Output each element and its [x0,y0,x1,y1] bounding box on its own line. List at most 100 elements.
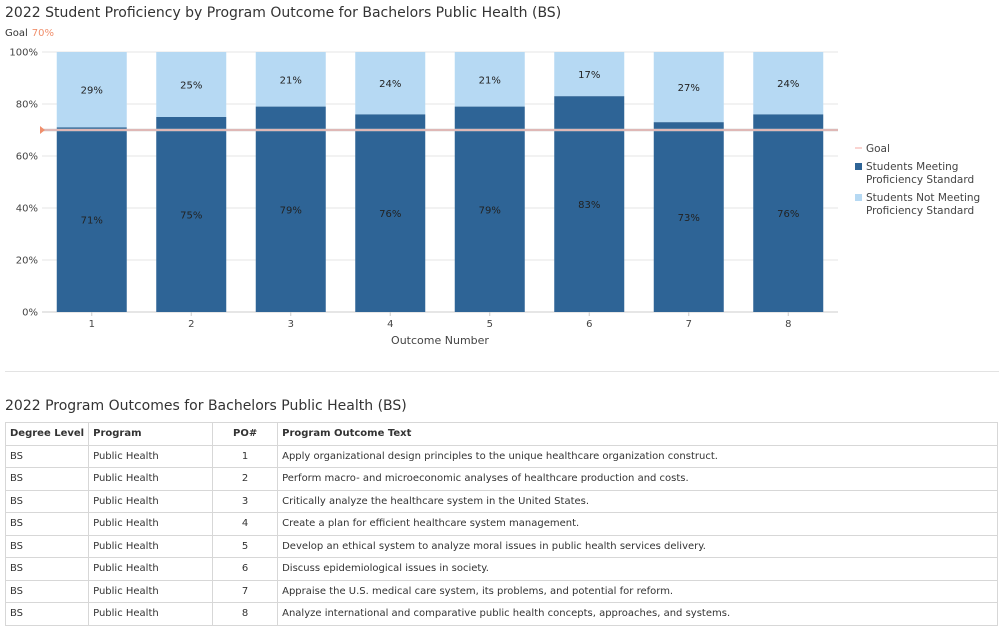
bar-meeting [454,106,525,312]
data-label-not-meeting: 17% [578,70,600,81]
cell-degree-level: BS [4,557,90,581]
bar-not-meeting [56,52,127,128]
cell-outcome-text: Discuss epidemiological issues in societ… [277,557,998,581]
x-tick-label: 3 [288,319,294,330]
bar-meeting [653,122,724,312]
cell-degree-level: BS [4,534,90,558]
table-row: BS Public Health 4 Create a plan for effici… [4,512,998,536]
cell-outcome-text: Apply organizational design principles t… [277,444,998,468]
data-label-meeting: 83% [578,200,600,211]
y-tick-label: 20% [16,256,38,267]
table-row: BS Public Health 8 Analyze international an… [4,602,998,626]
cell-outcome-text: Critically analyze the healthcare system… [277,489,998,513]
data-label-not-meeting: 21% [479,75,501,86]
cell-program: Public Health [88,602,214,626]
section-divider [5,371,999,372]
x-tick-label: 4 [387,319,393,330]
cell-program: Public Health [88,489,214,513]
x-axis-title: Outcome Number [391,334,489,347]
bar-not-meeting [454,52,525,107]
cell-po-number: 6 [212,557,279,581]
y-tick-label: 100% [9,48,38,59]
bar-meeting [554,96,625,312]
cell-program: Public Health [88,467,214,491]
bar-meeting [156,117,227,312]
data-label-not-meeting: 24% [777,79,799,90]
legend-not-meeting-label-line1: Students Not Meeting [866,192,980,204]
bar-meeting [355,114,426,313]
legend-meeting-label-line1: Students Meeting [866,161,958,173]
bar-meeting [255,106,326,312]
x-tick-label: 5 [487,319,493,330]
data-label-not-meeting: 21% [280,75,302,86]
x-tick-label: 1 [89,319,95,330]
cell-degree-level: BS [4,444,90,468]
column-header-po-number[interactable]: PO# [212,422,279,446]
cell-outcome-text: Appraise the U.S. medical care system, i… [277,579,998,603]
data-label-meeting: 76% [379,209,401,220]
cell-po-number: 3 [212,489,279,513]
data-label-not-meeting: 25% [180,81,202,92]
table-row: BS Public Health 5 Develop an ethical syste… [4,534,998,558]
cell-program: Public Health [88,444,214,468]
bar-not-meeting [653,52,724,123]
cell-degree-level: BS [4,602,90,626]
data-label-meeting: 79% [280,205,302,216]
goal-caption: Goal 70% [5,28,54,39]
cell-po-number: 8 [212,602,279,626]
table-row: BS Public Health 1 Apply organizational des… [4,444,998,468]
cell-degree-level: BS [4,579,90,603]
legend-meeting-label-line2: Proficiency Standard [866,174,974,186]
column-header-outcome-text[interactable]: Program Outcome Text [277,422,998,446]
y-tick-label: 40% [16,204,38,215]
column-header-program[interactable]: Program [88,422,214,446]
data-label-meeting: 76% [777,209,799,220]
cell-degree-level: BS [4,512,90,536]
x-tick-label: 8 [785,319,791,330]
cell-degree-level: BS [4,489,90,513]
bar-meeting [56,127,127,313]
cell-outcome-text: Create a plan for efficient healthcare s… [277,512,998,536]
bar-meeting [753,114,824,313]
legend-goal-label: Goal [866,143,890,155]
cell-program: Public Health [88,557,214,581]
data-label-meeting: 73% [678,213,700,224]
data-label-meeting: 71% [81,216,103,227]
table-header-row: Degree Level Program PO# Program Outcome… [4,422,998,446]
y-tick-label: 0% [22,308,38,319]
bar-not-meeting [554,52,625,97]
cell-outcome-text: Perform macro- and microeconomic analyse… [277,467,998,491]
x-tick-label: 6 [586,319,592,330]
column-header-degree-level[interactable]: Degree Level [4,422,90,446]
cell-po-number: 4 [212,512,279,536]
stacked-bar-chart: 0% 20% 40% 60% 80% 100% 29% 71% 1 25% 75% 2 21% 79% 3 2… [9,48,980,348]
cell-po-number: 1 [212,444,279,468]
cell-program: Public Health [88,534,214,558]
data-label-meeting: 75% [180,211,202,222]
y-tick-label: 60% [16,152,38,163]
chart-title: 2022 Student Proficiency by Program Outc… [5,5,562,21]
table-row: BS Public Health 6 Discuss epidemiological … [4,557,998,581]
goal-caption-value: 70% [31,28,55,39]
outcomes-table: Degree Level Program PO# Program Outcome… [4,422,998,626]
cell-po-number: 5 [212,534,279,558]
data-label-meeting: 79% [479,205,501,216]
cell-degree-level: BS [4,467,90,491]
bar-not-meeting [753,52,824,115]
bar-not-meeting [355,52,426,115]
table-row: BS Public Health 3 Critically analyze the h… [4,489,998,513]
bar-not-meeting [156,52,227,117]
cell-po-number: 7 [212,579,279,603]
legend-not-meeting-swatch [855,194,862,201]
cell-program: Public Health [88,512,214,536]
data-label-not-meeting: 27% [678,83,700,94]
cell-program: Public Health [88,579,214,603]
x-tick-label: 2 [188,319,194,330]
cell-outcome-text: Analyze international and comparative pu… [277,602,998,626]
cell-outcome-text: Develop an ethical system to analyze mor… [277,534,998,558]
data-label-not-meeting: 24% [379,79,401,90]
y-tick-label: 80% [16,100,38,111]
legend-not-meeting-label-line2: Proficiency Standard [866,205,974,217]
legend-meeting-swatch [855,163,862,170]
table-row: BS Public Health 7 Appraise the U.S. medica… [4,579,998,603]
